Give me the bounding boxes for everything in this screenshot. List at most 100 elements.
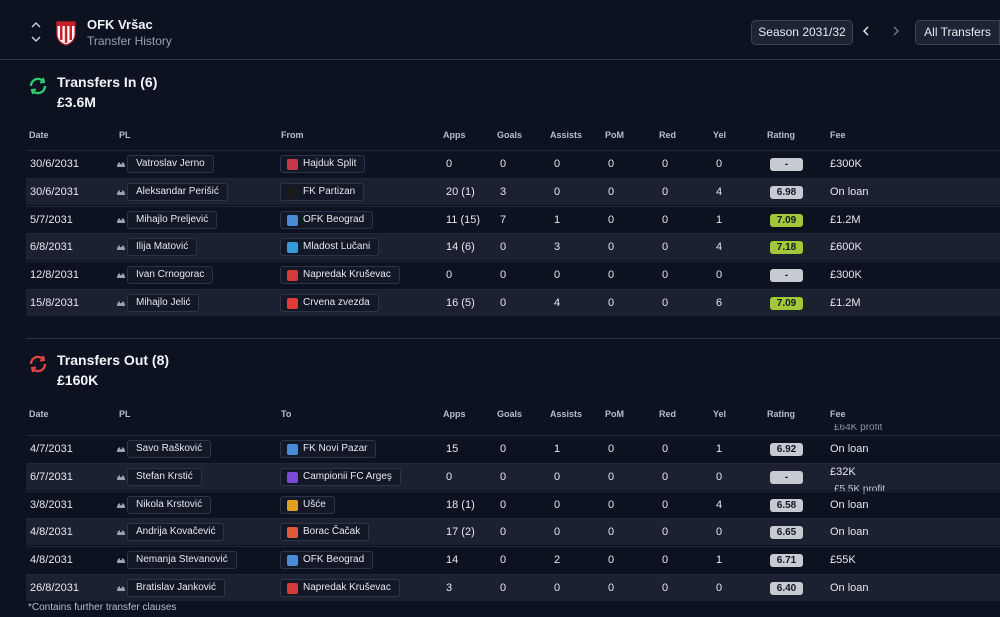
col-rating[interactable]: Rating (767, 130, 795, 140)
table-row[interactable]: 12/8/2031 Ivan Crnogorac Napredak Kruševac… (26, 261, 1000, 288)
transfer-fee: £300K (830, 158, 862, 170)
stat-yel: 1 (716, 443, 723, 455)
stat-apps: 0 (446, 158, 453, 170)
player-name[interactable]: Aleksandar Perišić (127, 182, 228, 201)
col-fee[interactable]: Fee (830, 130, 846, 140)
col-to[interactable]: To (281, 409, 292, 419)
chevron-up-icon[interactable] (30, 20, 42, 30)
table-row[interactable]: 6/8/2031 Ilija Matović Mladost Lučani 14 (6… (26, 233, 1000, 261)
club-link[interactable]: FK Partizan (280, 182, 365, 201)
col-pom[interactable]: PoM (605, 409, 624, 419)
player-name[interactable]: Ilija Matović (127, 238, 198, 257)
player-name[interactable]: Savo Rašković (127, 440, 212, 458)
stat-pom: 0 (608, 470, 615, 483)
player-name[interactable]: Bratislav Janković (127, 579, 226, 597)
col-yel[interactable]: Yel (713, 409, 727, 419)
club-name-label: Hajduk Split (303, 158, 357, 169)
stat-yel: 0 (716, 158, 723, 170)
stat-yel: 0 (716, 526, 723, 539)
transfer-date: 6/8/2031 (30, 241, 73, 254)
transfer-fee: On loan (830, 498, 869, 511)
club-crest-icon (287, 471, 298, 483)
player-name[interactable]: Stefan Krstić (127, 467, 202, 486)
club-link[interactable]: Crvena zvezda (280, 294, 379, 312)
transfer-date: 4/7/2031 (30, 443, 73, 455)
club-link[interactable]: OFK Beograd (280, 551, 374, 570)
stat-red: 0 (662, 443, 669, 455)
player-name[interactable]: Nikola Krstović (127, 495, 212, 514)
col-fee[interactable]: Fee (830, 409, 846, 419)
stat-assists: 0 (554, 526, 561, 539)
club-link[interactable]: OFK Beograd (280, 210, 374, 229)
col-goals[interactable]: Goals (497, 409, 523, 419)
club-crest-icon (287, 214, 298, 226)
player-name[interactable]: Vatroslav Jerno (127, 155, 214, 173)
table-row[interactable]: 3/8/2031 Nikola Krstović Ušće 18 (1) 0 0 0 0 4 6.… (26, 490, 1000, 518)
table-row[interactable]: 4/8/2031 Nemanja Stevanović OFK Beograd 14 0… (26, 546, 1000, 573)
table-row[interactable]: 4/7/2031 Savo Rašković FK Novi Pazar 15 0 1 0 0… (26, 435, 1000, 462)
col-red[interactable]: Red (659, 409, 677, 419)
col-pom[interactable]: PoM (605, 130, 624, 140)
club-link[interactable]: Napredak Kruševac (280, 266, 400, 285)
player-name[interactable]: Mihajlo Preljević (127, 210, 218, 229)
stat-pom: 0 (608, 269, 615, 282)
col-apps[interactable]: Apps (443, 409, 466, 419)
table-row[interactable]: 4/8/2031 Andrija Kovačević Borac Čačak 17 (… (26, 518, 1000, 546)
transfer-fee: On loan (830, 443, 869, 455)
rating-badge: 7.18 (770, 241, 803, 255)
player-name[interactable]: Nemanja Stevanović (127, 551, 237, 570)
club-link[interactable]: Napredak Kruševac (280, 579, 400, 597)
col-rating[interactable]: Rating (767, 409, 795, 419)
table-row[interactable]: 6/7/2031 Stefan Krstić Campionii FC Argeş 0… (26, 462, 1000, 495)
club-link[interactable]: Hajduk Split (280, 155, 366, 173)
stat-pom: 0 (608, 213, 615, 226)
stat-apps: 16 (5) (446, 297, 475, 309)
col-from[interactable]: From (281, 130, 304, 140)
transfer-fee: £55K (830, 554, 856, 567)
stat-apps: 11 (15) (446, 213, 481, 226)
stat-assists: 0 (554, 269, 561, 282)
stat-yel: 0 (716, 582, 723, 594)
club-link[interactable]: FK Novi Pazar (280, 440, 377, 458)
col-assists[interactable]: Assists (550, 409, 583, 419)
transfer-fee: £32K (830, 465, 856, 478)
stat-apps: 3 (446, 582, 453, 594)
club-link[interactable]: Ušće (280, 495, 335, 514)
table-row[interactable]: 15/8/2031 Mihajlo Jelić Crvena zvezda 16 (5… (26, 289, 1000, 316)
table-row[interactable]: 5/7/2031 Mihajlo Preljević OFK Beograd 11 (… (26, 205, 1000, 233)
stat-pom: 0 (608, 185, 615, 198)
col-pl[interactable]: PL (119, 409, 131, 419)
chevron-down-icon[interactable] (30, 35, 42, 45)
transfer-fee: £1.2M (830, 213, 861, 226)
transfer-date: 3/8/2031 (30, 498, 73, 511)
col-pl[interactable]: PL (119, 130, 131, 140)
table-row[interactable]: 30/6/2031 Vatroslav Jerno Hajduk Split 0 0 0 0… (26, 150, 1000, 177)
col-date[interactable]: Date (29, 130, 49, 140)
player-name[interactable]: Andrija Kovačević (127, 523, 225, 542)
all-transfers-button[interactable]: All Transfers (915, 20, 1000, 45)
col-date[interactable]: Date (29, 409, 49, 419)
chevron-left-icon[interactable] (858, 22, 874, 42)
club-crest-icon (287, 270, 298, 282)
col-apps[interactable]: Apps (443, 130, 466, 140)
col-goals[interactable]: Goals (497, 130, 523, 140)
col-yel[interactable]: Yel (713, 130, 727, 140)
table-row[interactable]: 26/8/2031 Bratislav Janković Napredak Kruš… (26, 574, 1000, 601)
transfer-profit: £5.5K profit (834, 483, 886, 495)
player-name[interactable]: Mihajlo Jelić (127, 294, 200, 312)
stat-goals: 0 (500, 443, 507, 455)
club-link[interactable]: Mladost Lučani (280, 238, 380, 257)
stat-apps: 15 (446, 443, 459, 455)
table-row[interactable]: 30/6/2031 Aleksandar Perišić FK Partizan 20… (26, 177, 1000, 205)
club-link[interactable]: Campionii FC Argeş (280, 467, 401, 486)
player-icon (116, 444, 126, 452)
transfers-out-table: 4/7/2031 Savo Rašković FK Novi Pazar 15 0 1 0 0… (26, 435, 1000, 602)
chevron-right-icon[interactable] (888, 22, 904, 42)
footnote: *Contains further transfer clauses (28, 602, 177, 613)
col-assists[interactable]: Assists (550, 130, 583, 140)
stat-red: 0 (662, 185, 669, 198)
player-name[interactable]: Ivan Crnogorac (127, 266, 214, 285)
col-red[interactable]: Red (659, 130, 677, 140)
season-selector[interactable]: Season 2031/32 (751, 20, 853, 45)
club-link[interactable]: Borac Čačak (280, 523, 370, 542)
